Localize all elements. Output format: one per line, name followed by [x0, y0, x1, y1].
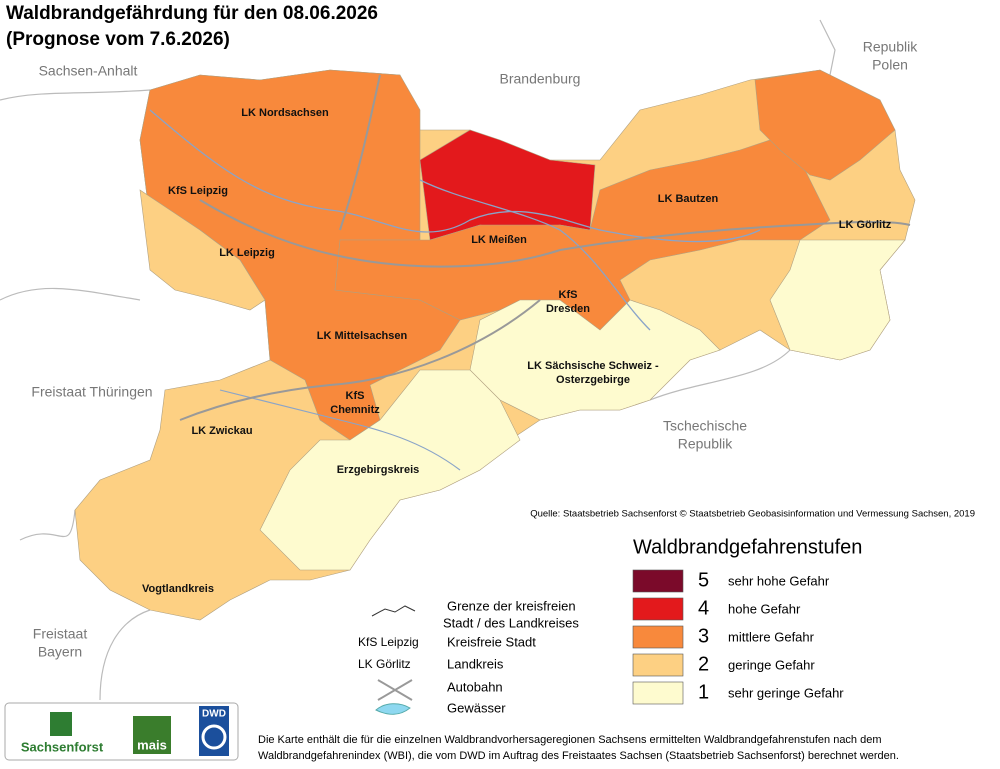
key-text: Landkreis: [447, 656, 504, 671]
dwd-spiral: [201, 724, 227, 750]
legend-swatch: [632, 597, 684, 621]
district-label: KfS: [559, 289, 578, 301]
legend-label: sehr geringe Gefahr: [728, 685, 844, 700]
district-label: Chemnitz: [330, 404, 380, 416]
motorway-icon: [377, 679, 413, 701]
zone: [334, 139, 831, 331]
legend-level: 5: [698, 569, 709, 591]
district-label: Osterzgebirge: [556, 374, 630, 386]
legend-label: sehr hohe Gefahr: [728, 573, 830, 588]
district-label: LK Sächsische Schweiz -: [527, 360, 659, 372]
key-sample: KfS Leipzig: [358, 635, 419, 649]
zone: [259, 369, 521, 571]
mais-icon: [133, 716, 171, 754]
key-text: Autobahn: [447, 679, 503, 694]
subtitle: (Prognose vom 7.6.2026): [6, 29, 230, 50]
neighbor-label: Freistaat: [33, 626, 88, 642]
district-label: LK Bautzen: [658, 193, 719, 205]
district-label: Dresden: [546, 303, 590, 315]
neighbor-label: Republik: [863, 39, 918, 55]
district-label: Vogtlandkreis: [142, 583, 214, 595]
logo-mais: mais: [137, 737, 167, 752]
neighbor-label: Sachsen-Anhalt: [39, 63, 138, 79]
district-label: KfS: [346, 390, 365, 402]
outer-borders: [0, 19, 836, 701]
legend-level: 4: [698, 597, 709, 619]
district-label: LK Nordsachsen: [241, 107, 329, 119]
neighbor-label: Bayern: [38, 644, 82, 660]
labels: Sachsen-Anhalt Brandenburg Republik Polen Fr…: [31, 39, 918, 660]
legend: 5 sehr hohe Gefahr 4 hohe Gefahr 3 mittlere G…: [632, 569, 844, 705]
district-label: Erzgebirgskreis: [337, 464, 420, 476]
water-icon: [375, 703, 411, 715]
zone: [469, 299, 721, 421]
note-line: Waldbrandgefahrenindex (WBI), die vom DW…: [258, 750, 899, 762]
legend-label: geringe Gefahr: [728, 657, 815, 672]
district-label: LK Görlitz: [839, 219, 892, 231]
note-line: Die Karte enthält die für die einzelnen …: [258, 734, 882, 746]
legend-level: 2: [698, 653, 709, 675]
sachsenforst-icon: [50, 712, 72, 736]
legend-label: hohe Gefahr: [728, 601, 801, 616]
neighbor-label: Brandenburg: [500, 71, 581, 87]
key-text: Kreisfreie Stadt: [447, 634, 536, 649]
legend-level: 1: [698, 681, 709, 703]
district-label: KfS Leipzig: [168, 185, 228, 197]
district-label: LK Leipzig: [219, 247, 275, 259]
legend-label: mittlere Gefahr: [728, 629, 815, 644]
logo-sachsenforst: Sachsenforst: [21, 739, 104, 754]
district-label: LK Zwickau: [191, 425, 252, 437]
legend-level: 3: [698, 625, 709, 647]
title: Waldbrandgefährdung für den 08.06.2026: [6, 3, 378, 24]
key-sample: LK Görlitz: [358, 657, 411, 671]
zones: [74, 69, 916, 621]
neighbor-label: Polen: [872, 57, 908, 73]
legend-swatch: [632, 681, 684, 705]
zone: [769, 239, 906, 361]
neighbor-label: Tschechische: [663, 418, 747, 434]
logo-dwd: DWD: [202, 709, 226, 720]
legend-swatch: [632, 569, 684, 593]
district-label: LK Meißen: [471, 234, 527, 246]
district-label: LK Mittelsachsen: [317, 330, 408, 342]
key-text: Gewässer: [447, 700, 506, 715]
zone: [139, 189, 266, 311]
neighbor-label: Freistaat Thüringen: [31, 384, 152, 400]
rivers: [149, 74, 911, 471]
legend-swatch: [632, 653, 684, 677]
zone: [419, 129, 596, 241]
legend-swatch: [632, 625, 684, 649]
key-text: Grenze der kreisfreien: [447, 598, 576, 613]
zone: [754, 69, 896, 181]
neighbor-label: Republik: [678, 436, 733, 452]
boundary-icon: [371, 605, 416, 617]
legend-title: Waldbrandgefahrenstufen: [633, 536, 862, 558]
key-text: Stadt / des Landkreises: [443, 615, 579, 630]
source: Quelle: Staatsbetrieb Sachsenforst © Sta…: [530, 509, 975, 520]
